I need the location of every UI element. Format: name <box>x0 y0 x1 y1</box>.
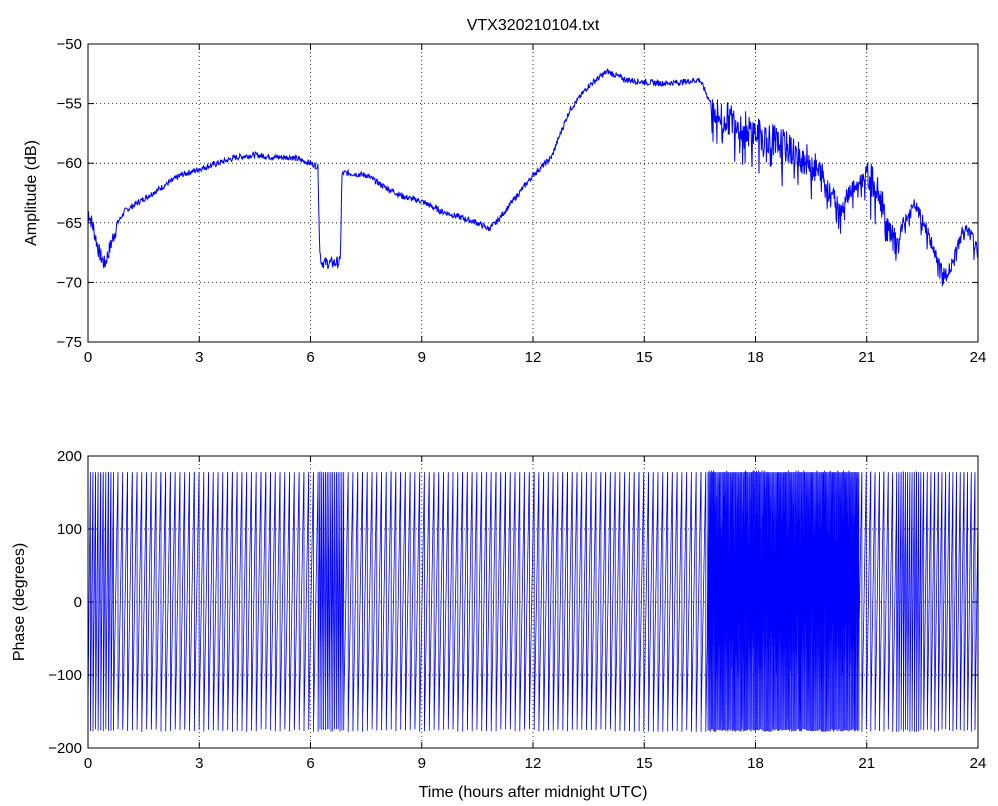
amplitude-x-tick-label: 24 <box>970 349 987 366</box>
amplitude-series-line <box>87 67 979 287</box>
amplitude-x-tick-label: 12 <box>525 349 542 366</box>
chart-title: VTX320210104.txt <box>467 17 600 34</box>
phase-x-tick-label: 24 <box>970 755 987 772</box>
phase-x-tick-label: 12 <box>525 755 542 772</box>
amplitude-y-tick-labels: −75 −70 −65 −60 −55 −50 <box>57 36 82 351</box>
phase-x-tick-label: 15 <box>636 755 653 772</box>
phase-plot-border <box>87 455 979 749</box>
amplitude-x-tick-label: 18 <box>747 349 764 366</box>
amplitude-y-tick-label: −50 <box>57 36 82 53</box>
phase-x-tick-label: 6 <box>306 755 314 772</box>
phase-series-line <box>87 470 979 732</box>
amplitude-x-tick-label: 0 <box>84 349 92 366</box>
amplitude-grid <box>88 44 978 342</box>
phase-x-tick-label: 18 <box>747 755 764 772</box>
phase-x-tick-label: 9 <box>418 755 426 772</box>
phase-y-tick-label: 200 <box>57 448 82 465</box>
amplitude-x-tick-label: 15 <box>636 349 653 366</box>
amplitude-x-tick-label: 3 <box>195 349 203 366</box>
amplitude-x-tick-label: 9 <box>418 349 426 366</box>
amplitude-y-tick-label: −70 <box>57 274 82 291</box>
phase-x-tick-label: 21 <box>858 755 875 772</box>
amplitude-axes: 0 3 6 9 12 15 18 21 24 −75 −70 −65 −60 −55 −50 Amplit… <box>23 36 986 366</box>
amplitude-y-tick-label: −55 <box>57 96 82 113</box>
amplitude-y-tick-label: −60 <box>57 155 82 172</box>
phase-y-tick-label: −200 <box>48 740 82 757</box>
amplitude-plot-border <box>87 43 979 343</box>
phase-x-tick-labels: 0 3 6 9 12 15 18 21 24 <box>84 755 987 772</box>
phase-axes: 0 3 6 9 12 15 18 21 24 −200 −100 0 100 200 Phase (de… <box>11 448 986 801</box>
phase-y-axis-title: Phase (degrees) <box>11 543 28 661</box>
amplitude-y-axis-title: Amplitude (dB) <box>23 140 40 246</box>
amplitude-y-tick-label: −75 <box>57 334 82 351</box>
amplitude-x-tick-label: 21 <box>858 349 875 366</box>
phase-y-tick-label: −100 <box>48 667 82 684</box>
amplitude-y-tick-label: −65 <box>57 215 82 232</box>
phase-y-tick-label: 100 <box>57 521 82 538</box>
phase-x-tick-label: 0 <box>84 755 92 772</box>
amplitude-x-tick-labels: 0 3 6 9 12 15 18 21 24 <box>84 349 987 366</box>
phase-x-tick-label: 3 <box>195 755 203 772</box>
phase-y-tick-labels: −200 −100 0 100 200 <box>48 448 82 757</box>
phase-x-axis-title: Time (hours after midnight UTC) <box>419 784 648 801</box>
phase-y-tick-label: 0 <box>74 594 82 611</box>
amplitude-x-tick-label: 6 <box>306 349 314 366</box>
